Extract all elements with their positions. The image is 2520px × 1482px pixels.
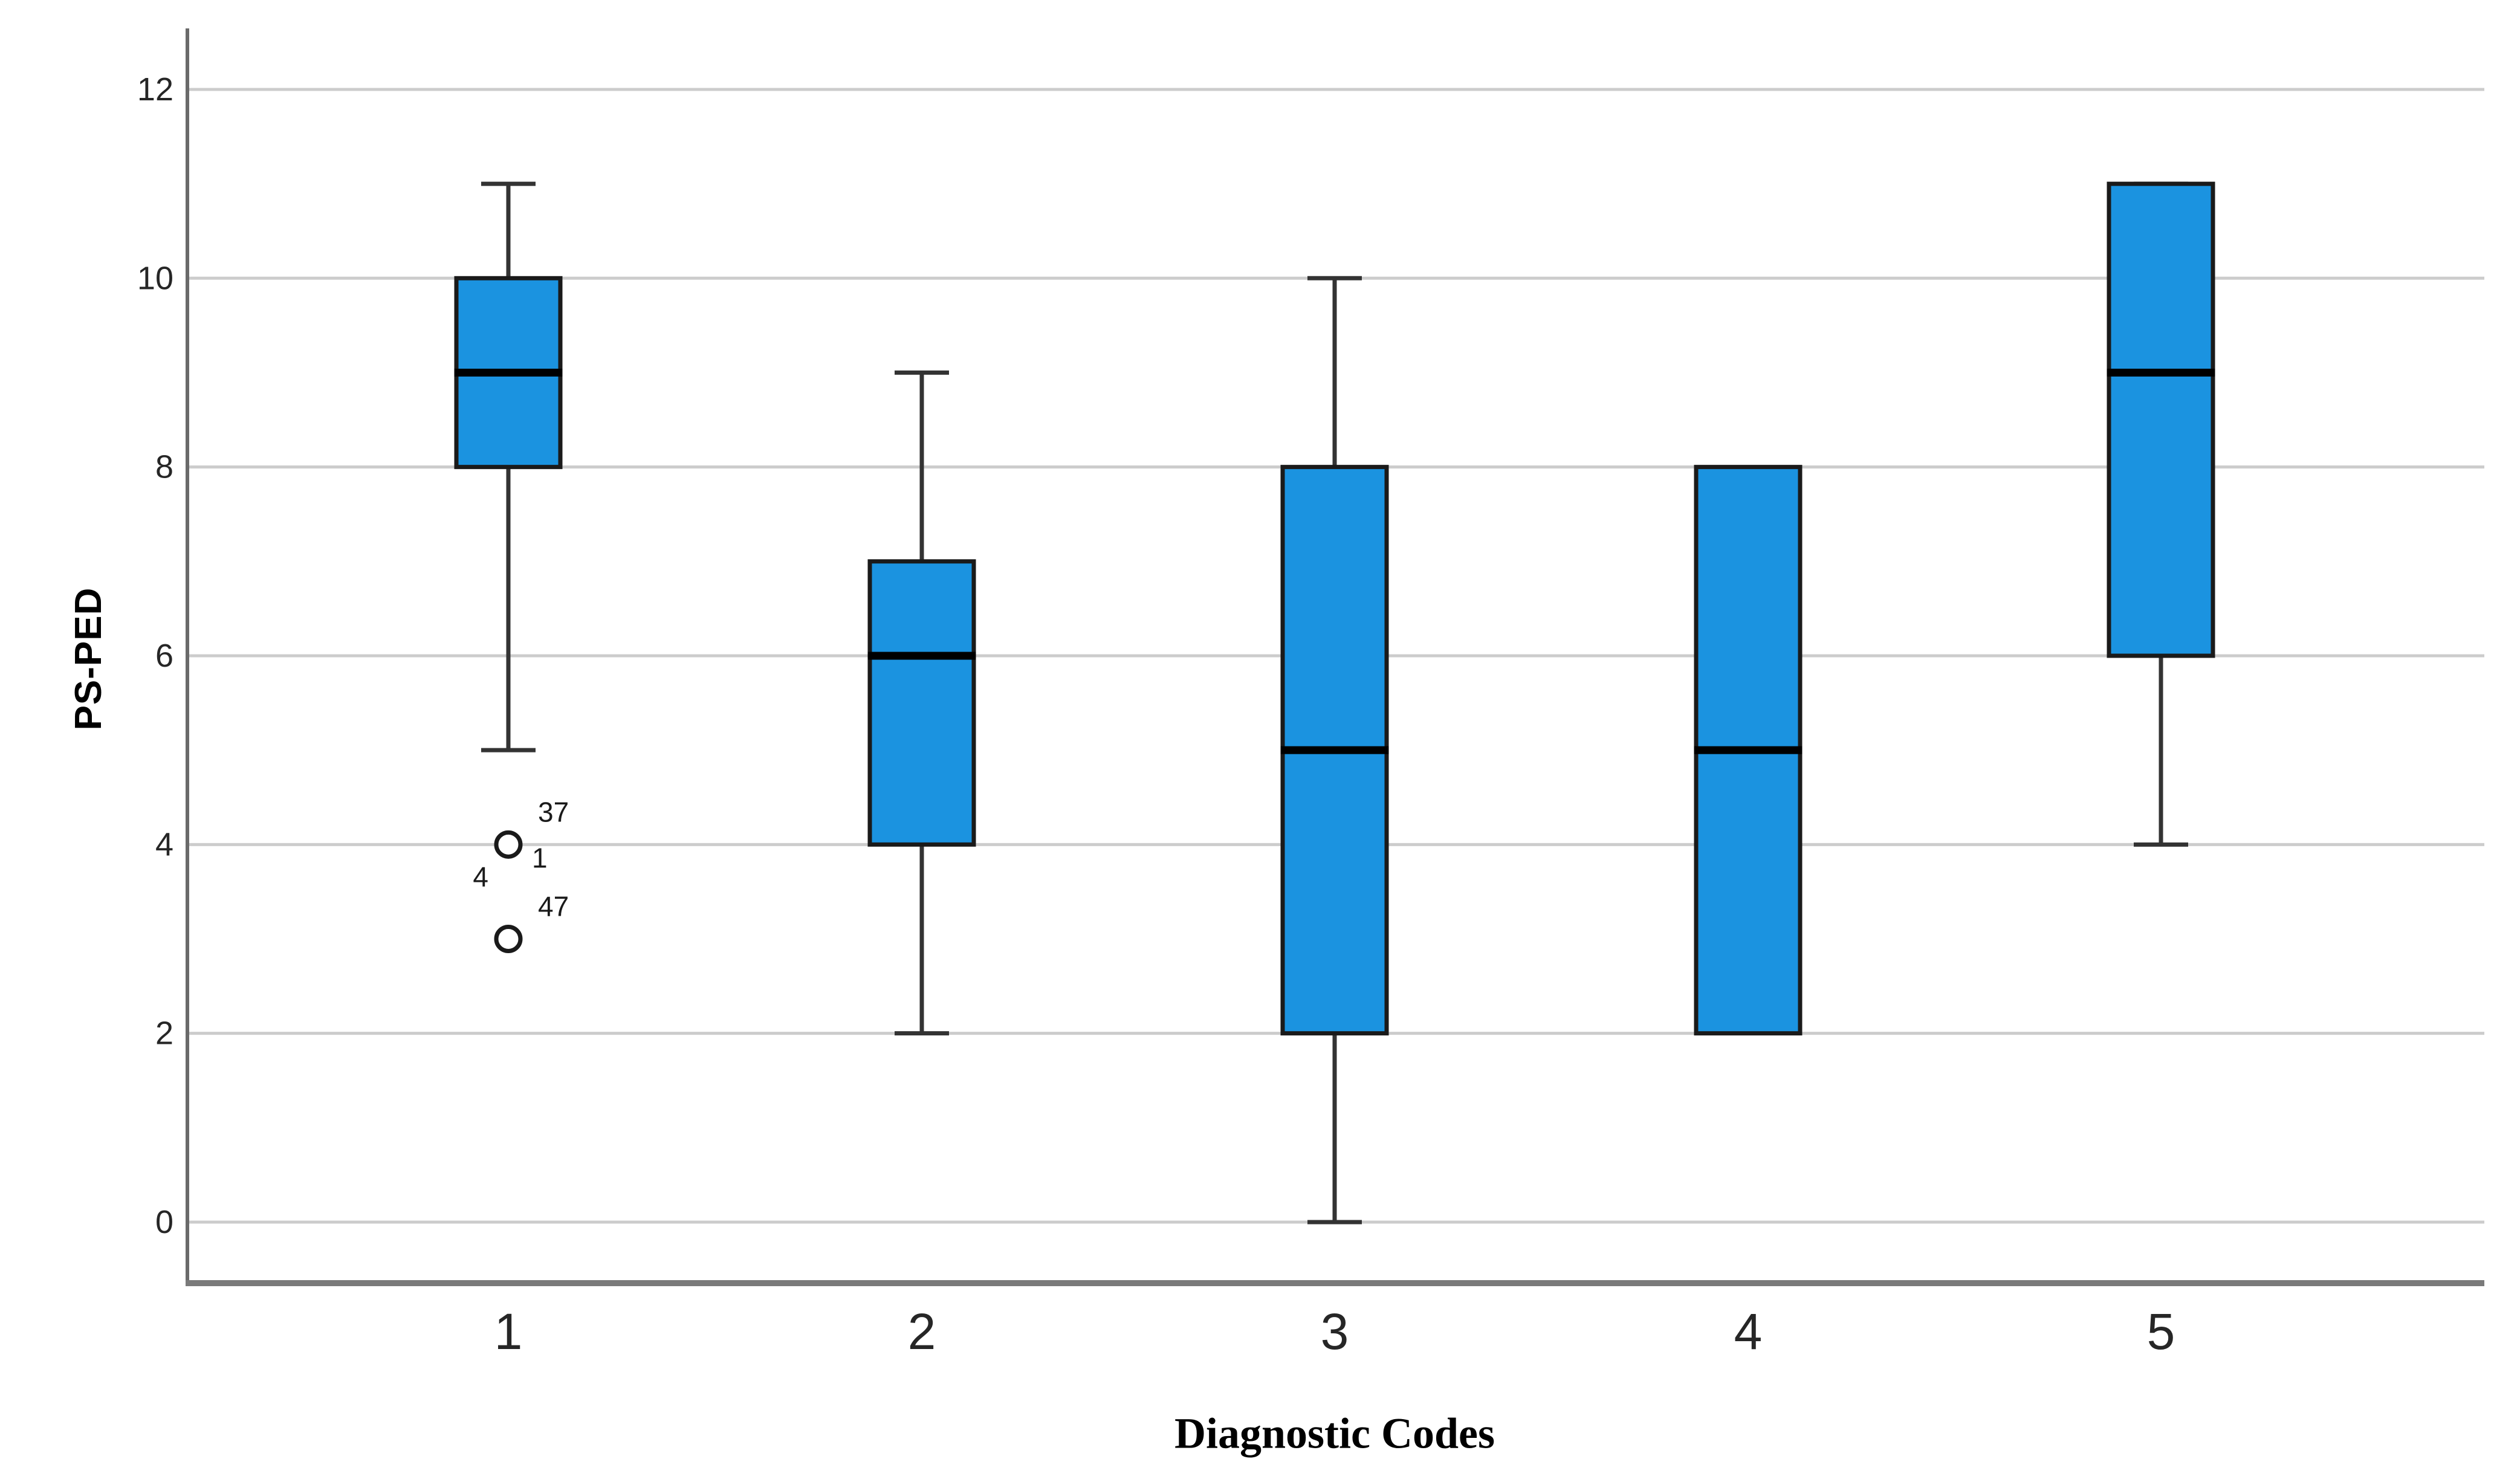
y-tick-label: 8	[155, 449, 173, 485]
outlier-case-label: 37	[538, 796, 569, 827]
y-tick-label: 2	[155, 1015, 173, 1052]
outlier-case-label: 1	[532, 842, 548, 873]
x-axis-title: Diagnostic Codes	[1174, 1409, 1495, 1458]
outlier-circle	[494, 830, 523, 859]
outlier-case-label: 4	[473, 861, 488, 892]
box	[2107, 181, 2215, 658]
y-tick-label: 0	[155, 1204, 173, 1240]
y-tick-label: 12	[137, 71, 173, 108]
y-tick-label: 10	[137, 260, 173, 296]
outlier-circle	[494, 924, 523, 953]
y-tick-label: 4	[155, 826, 173, 862]
box	[867, 559, 976, 847]
x-tick-label: 2	[908, 1303, 936, 1360]
x-tick-label: 4	[1734, 1303, 1763, 1360]
y-axis-title: PS-PED	[67, 587, 109, 731]
x-tick-label: 3	[1321, 1303, 1349, 1360]
x-tick-label: 1	[494, 1303, 523, 1360]
x-tick-label: 5	[2147, 1303, 2175, 1360]
y-tick-label: 6	[155, 638, 173, 674]
outlier-case-label: 47	[538, 890, 569, 922]
